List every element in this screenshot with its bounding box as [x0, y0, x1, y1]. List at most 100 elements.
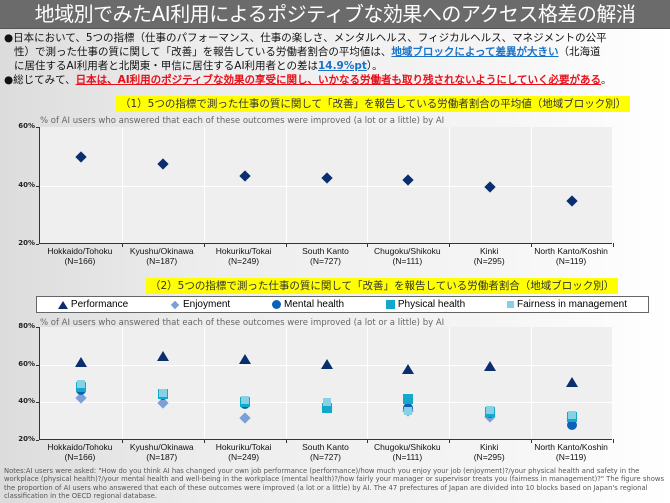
- data-point-fairness: [322, 398, 331, 407]
- data-point-diamond: [75, 151, 87, 164]
- x-axis-tick: [203, 243, 205, 247]
- x-axis-label: South Kanto (N=727): [302, 246, 349, 266]
- small-square-icon: [506, 301, 514, 308]
- legend-enjoyment: Enjoyment: [170, 299, 230, 310]
- x-axis-label: North Kanto/Koshin (N=119): [534, 246, 608, 266]
- x-axis-tick: [367, 243, 369, 247]
- x-axis-label: Kyushu/Okinawa (N=187): [129, 246, 194, 266]
- text-segment: ）。: [366, 60, 383, 72]
- data-point-performance: [484, 360, 497, 371]
- diamond-icon: [170, 300, 180, 309]
- data-point-performance: [566, 376, 579, 387]
- data-point-diamond: [157, 158, 169, 170]
- data-point-diamond: [238, 170, 251, 182]
- gridline: [285, 327, 287, 439]
- y-axis-tick-label: 40%: [18, 180, 35, 189]
- data-point-fairness: [240, 395, 249, 404]
- x-axis-tick: [121, 243, 123, 247]
- gridline: [449, 127, 451, 243]
- data-point-performance: [402, 364, 415, 375]
- gridline: [203, 127, 205, 243]
- x-axis-label: Chugoku/Shikoku (N=111): [374, 246, 441, 266]
- x-axis-tick: [613, 243, 614, 247]
- legend-label: Mental health: [284, 299, 345, 310]
- data-point-physical-health: [321, 402, 332, 413]
- gridline: [367, 127, 369, 243]
- x-axis-label: Kinki (N=295): [473, 246, 505, 266]
- legend-performance: Performance: [57, 299, 129, 310]
- y-axis-tick: [36, 127, 39, 128]
- notes: Notes:AI users were asked: "How do you t…: [4, 467, 664, 501]
- y-axis-tick: [36, 327, 39, 328]
- gridline: [531, 327, 533, 439]
- y-axis-tick-label: 60%: [18, 122, 35, 130]
- x-axis-tick: [285, 439, 287, 443]
- y-axis-tick: [36, 244, 39, 245]
- square-icon: [385, 300, 395, 309]
- legend-label: Performance: [70, 299, 129, 310]
- data-point-enjoyment: [238, 412, 251, 424]
- x-axis-label: Hokuriku/Tokai (N=249): [215, 246, 272, 266]
- data-point-diamond: [320, 171, 333, 184]
- legend-fairness: Fairness in management: [506, 299, 628, 310]
- x-axis-tick: [121, 439, 123, 443]
- gridline: [285, 127, 287, 243]
- highlight-gap-value: 14.9%pt: [317, 60, 367, 72]
- y-axis-tick-label: 20%: [18, 435, 35, 443]
- bullet-1-line-2: 性）で測った仕事の質に関して「改善」を報告している労働者割合の平均値は、地域ブロ…: [4, 45, 668, 59]
- text-segment: （北海道: [558, 46, 601, 58]
- data-point-fairness: [568, 410, 577, 419]
- y-axis-tick: [36, 402, 39, 404]
- text-segment: に居住するAI利用者と北関東・甲信に居住するAI利用者との差は: [14, 60, 318, 72]
- legend-mental-health: Mental health: [272, 299, 344, 310]
- x-axis-tick: [449, 243, 451, 247]
- y-axis-tick: [36, 364, 39, 366]
- bullet-2: ●総じてみて、日本は、AI利用のポジティブな効果の享受に関し、いかなる労働者も取…: [4, 73, 668, 87]
- x-axis-tick: [613, 439, 614, 443]
- highlight-regional-difference: 地域ブロックによって差異が大きい: [391, 46, 559, 58]
- y-axis-tick-label: 80%: [18, 322, 35, 330]
- data-point-physical-health: [403, 393, 414, 404]
- y-axis-tick: [36, 185, 39, 187]
- x-axis-tick: [531, 439, 533, 443]
- data-point-mental-health: [567, 419, 578, 430]
- gridline: [531, 127, 533, 243]
- plot-area: [39, 327, 614, 443]
- chart-1-subtitle: % of AI users who answered that each of …: [40, 116, 445, 126]
- gridline: [449, 327, 451, 439]
- bullet-1-line-3: に居住するAI利用者と北関東・甲信に居住するAI利用者との差は14.9%pt）。: [4, 59, 668, 73]
- x-axis-label: Kyushu/Okinawa (N=187): [129, 442, 194, 462]
- gridline: [121, 327, 123, 439]
- plot-area: [39, 127, 614, 247]
- chart-2-title: （2）5つの指標で測った仕事の質に関して「改善」を報告している労働者割合（地域ブ…: [146, 278, 619, 294]
- legend-label: Fairness in management: [516, 299, 628, 310]
- x-axis-label: Hokkaido/Tohoku (N=166): [47, 442, 113, 462]
- data-point-performance: [238, 354, 251, 365]
- legend-label: Physical health: [397, 299, 466, 310]
- gridline: [203, 327, 205, 439]
- bullet-1-line-1: ●日本において、5つの指標（仕事のパフォーマンス、仕事の楽しさ、メンタルヘルス、…: [4, 32, 607, 44]
- data-point-diamond: [566, 195, 578, 207]
- y-axis-tick-label: 20%: [18, 239, 35, 247]
- data-point-fairness: [404, 406, 413, 415]
- y-axis-tick-label: 40%: [18, 397, 35, 406]
- data-point-fairness: [486, 405, 495, 414]
- legend-physical-health: Physical health: [385, 299, 466, 310]
- circle-icon: [272, 300, 282, 309]
- x-axis-tick: [531, 243, 533, 247]
- x-axis-tick: [449, 439, 451, 443]
- x-axis-tick: [367, 439, 369, 443]
- y-axis-tick: [36, 440, 39, 441]
- page-title: 地域別でみたAI利用によるポジティブな効果へのアクセス格差の解消: [0, 0, 670, 29]
- legend-label: Enjoyment: [182, 299, 231, 310]
- summary-text: ●日本において、5つの指標（仕事のパフォーマンス、仕事の楽しさ、メンタルヘルス、…: [4, 31, 668, 87]
- x-axis-label: Hokuriku/Tokai (N=249): [215, 442, 272, 462]
- x-axis-label: Kinki (N=295): [473, 442, 505, 462]
- text-segment: 性）で測った仕事の質に関して「改善」を報告している労働者割合の平均値は、: [14, 46, 392, 58]
- data-point-performance: [320, 358, 333, 369]
- data-point-performance: [74, 356, 87, 367]
- gridline: [121, 127, 123, 243]
- chart-1-title: （1）5つの指標で測った仕事の質に関して「改善」を報告している労働者割合の平均値…: [116, 96, 631, 112]
- x-axis-tick: [203, 439, 205, 443]
- text-segment: 。: [601, 74, 612, 86]
